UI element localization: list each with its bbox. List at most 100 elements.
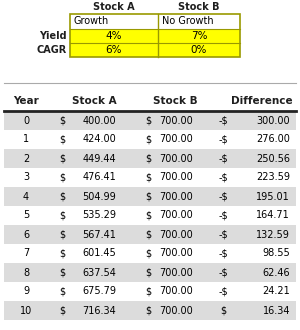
Text: 6: 6 bbox=[23, 229, 29, 240]
Bar bbox=[4, 168, 296, 187]
Text: 700.00: 700.00 bbox=[159, 153, 193, 163]
Text: 716.34: 716.34 bbox=[82, 306, 116, 315]
Text: $: $ bbox=[145, 115, 151, 125]
Text: 195.01: 195.01 bbox=[256, 191, 290, 202]
Text: -$: -$ bbox=[218, 153, 228, 163]
Text: $: $ bbox=[59, 173, 65, 182]
Bar bbox=[70, 14, 240, 57]
Bar bbox=[4, 282, 296, 301]
Text: 62.46: 62.46 bbox=[262, 268, 290, 278]
Text: 3: 3 bbox=[23, 173, 29, 182]
Text: $: $ bbox=[59, 115, 65, 125]
Text: CAGR: CAGR bbox=[37, 45, 67, 55]
Text: 7%: 7% bbox=[191, 31, 207, 41]
Text: -$: -$ bbox=[218, 191, 228, 202]
Text: 504.99: 504.99 bbox=[82, 191, 116, 202]
Text: 250.56: 250.56 bbox=[256, 153, 290, 163]
Text: -$: -$ bbox=[218, 173, 228, 182]
Text: 10: 10 bbox=[20, 306, 32, 315]
Text: 0: 0 bbox=[23, 115, 29, 125]
Text: 1: 1 bbox=[23, 135, 29, 145]
Text: 700.00: 700.00 bbox=[159, 286, 193, 296]
Bar bbox=[158, 43, 240, 57]
Text: 98.55: 98.55 bbox=[262, 248, 290, 258]
Bar bbox=[4, 130, 296, 149]
Text: 6%: 6% bbox=[106, 45, 122, 55]
Text: $: $ bbox=[59, 135, 65, 145]
Bar bbox=[4, 225, 296, 244]
Text: $: $ bbox=[59, 248, 65, 258]
Text: 449.44: 449.44 bbox=[82, 153, 116, 163]
Text: Stock B: Stock B bbox=[178, 2, 220, 12]
Bar bbox=[70, 43, 158, 57]
Text: $: $ bbox=[145, 211, 151, 220]
Bar bbox=[4, 244, 296, 263]
Text: 164.71: 164.71 bbox=[256, 211, 290, 220]
Text: 700.00: 700.00 bbox=[159, 135, 193, 145]
Text: -$: -$ bbox=[218, 229, 228, 240]
Text: 8: 8 bbox=[23, 268, 29, 278]
Text: 4%: 4% bbox=[106, 31, 122, 41]
Bar bbox=[70, 14, 240, 29]
Text: 4: 4 bbox=[23, 191, 29, 202]
Text: -$: -$ bbox=[218, 135, 228, 145]
Text: 400.00: 400.00 bbox=[82, 115, 116, 125]
Text: $: $ bbox=[59, 191, 65, 202]
Text: Stock B: Stock B bbox=[153, 96, 198, 106]
Text: Growth: Growth bbox=[74, 16, 109, 26]
Text: $: $ bbox=[145, 191, 151, 202]
Text: 567.41: 567.41 bbox=[82, 229, 116, 240]
Bar bbox=[4, 149, 296, 168]
Bar bbox=[4, 187, 296, 206]
Text: $: $ bbox=[59, 306, 65, 315]
Text: 700.00: 700.00 bbox=[159, 248, 193, 258]
Text: 700.00: 700.00 bbox=[159, 211, 193, 220]
Text: 700.00: 700.00 bbox=[159, 268, 193, 278]
Text: $: $ bbox=[145, 286, 151, 296]
Text: $: $ bbox=[59, 229, 65, 240]
Text: $: $ bbox=[145, 248, 151, 258]
Text: 700.00: 700.00 bbox=[159, 173, 193, 182]
Text: 0%: 0% bbox=[191, 45, 207, 55]
Bar bbox=[4, 263, 296, 282]
Text: -$: -$ bbox=[218, 115, 228, 125]
Text: $: $ bbox=[145, 306, 151, 315]
Text: -$: -$ bbox=[218, 248, 228, 258]
Text: 700.00: 700.00 bbox=[159, 115, 193, 125]
Text: $: $ bbox=[59, 153, 65, 163]
Text: 476.41: 476.41 bbox=[82, 173, 116, 182]
Text: 675.79: 675.79 bbox=[82, 286, 116, 296]
Text: 700.00: 700.00 bbox=[159, 229, 193, 240]
Text: $: $ bbox=[220, 306, 226, 315]
Text: $: $ bbox=[145, 229, 151, 240]
Text: No Growth: No Growth bbox=[162, 16, 214, 26]
Text: -$: -$ bbox=[218, 211, 228, 220]
Text: $: $ bbox=[145, 153, 151, 163]
Bar bbox=[4, 301, 296, 320]
Text: 637.54: 637.54 bbox=[82, 268, 116, 278]
Text: 300.00: 300.00 bbox=[256, 115, 290, 125]
Bar bbox=[4, 206, 296, 225]
Text: $: $ bbox=[59, 268, 65, 278]
Text: 276.00: 276.00 bbox=[256, 135, 290, 145]
Text: 535.29: 535.29 bbox=[82, 211, 116, 220]
Text: 16.34: 16.34 bbox=[262, 306, 290, 315]
Text: Year: Year bbox=[13, 96, 39, 106]
Text: Yield: Yield bbox=[39, 31, 67, 41]
Text: 700.00: 700.00 bbox=[159, 191, 193, 202]
Bar bbox=[4, 111, 296, 130]
Text: 2: 2 bbox=[23, 153, 29, 163]
Text: 223.59: 223.59 bbox=[256, 173, 290, 182]
Text: 24.21: 24.21 bbox=[262, 286, 290, 296]
Text: -$: -$ bbox=[218, 286, 228, 296]
Text: $: $ bbox=[145, 173, 151, 182]
Text: 7: 7 bbox=[23, 248, 29, 258]
Text: $: $ bbox=[145, 268, 151, 278]
Bar bbox=[158, 29, 240, 43]
Text: Stock A: Stock A bbox=[72, 96, 116, 106]
Text: $: $ bbox=[59, 286, 65, 296]
Text: 700.00: 700.00 bbox=[159, 306, 193, 315]
Text: $: $ bbox=[145, 135, 151, 145]
Text: Difference: Difference bbox=[231, 96, 292, 106]
Text: 424.00: 424.00 bbox=[82, 135, 116, 145]
